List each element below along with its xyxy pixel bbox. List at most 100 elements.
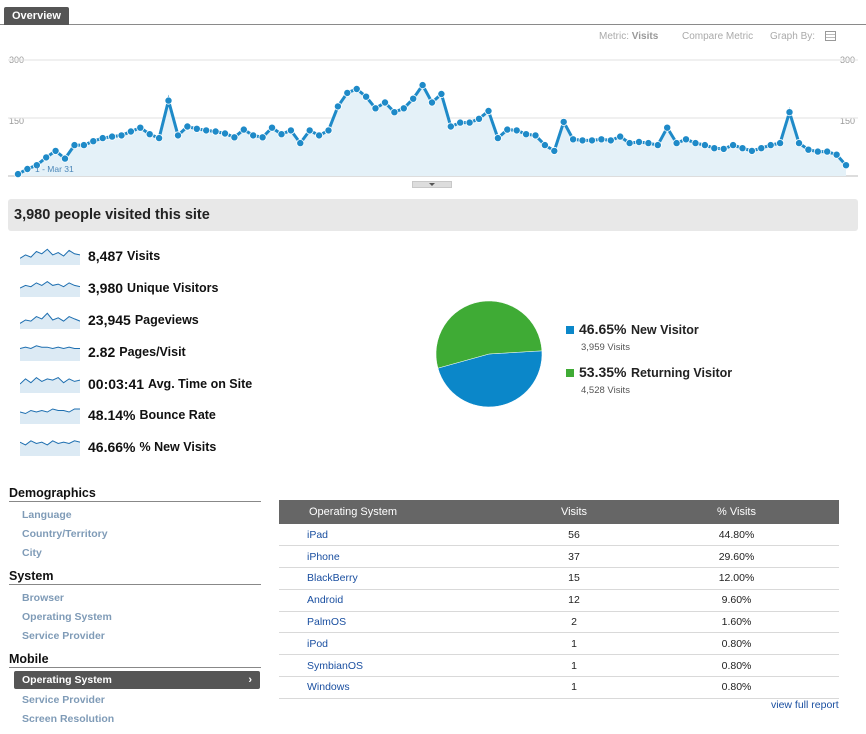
data-point[interactable] bbox=[220, 129, 229, 138]
data-point[interactable] bbox=[540, 141, 549, 150]
data-point[interactable] bbox=[682, 135, 691, 144]
data-point[interactable] bbox=[437, 90, 446, 99]
data-point[interactable] bbox=[635, 138, 644, 147]
data-point[interactable] bbox=[371, 104, 380, 113]
sidebar-item-mobile-operating-system[interactable]: Operating System › bbox=[14, 671, 260, 689]
pie-slice-returning-visitor[interactable] bbox=[435, 300, 543, 369]
data-point[interactable] bbox=[108, 132, 117, 141]
sidebar-link-operating-system[interactable]: Operating System bbox=[22, 611, 112, 623]
compare-metric-button[interactable]: Compare Metric bbox=[682, 31, 754, 42]
data-point[interactable] bbox=[663, 123, 672, 132]
data-point[interactable] bbox=[653, 141, 662, 150]
data-point[interactable] bbox=[230, 133, 239, 142]
data-point[interactable] bbox=[795, 139, 804, 148]
data-point[interactable] bbox=[785, 108, 794, 117]
chart-drawer-toggle[interactable] bbox=[412, 181, 452, 188]
data-point[interactable] bbox=[766, 141, 775, 150]
data-point[interactable] bbox=[409, 94, 418, 103]
data-point[interactable] bbox=[23, 165, 32, 174]
data-point[interactable] bbox=[79, 141, 88, 150]
data-point[interactable] bbox=[493, 134, 502, 143]
data-point[interactable] bbox=[145, 130, 154, 139]
stat-row[interactable]: 3,980 Unique Visitors bbox=[20, 278, 219, 298]
data-point[interactable] bbox=[512, 126, 521, 135]
stat-row[interactable]: 48.14% Bounce Rate bbox=[20, 405, 216, 425]
data-point[interactable] bbox=[465, 118, 474, 127]
data-point[interactable] bbox=[738, 144, 747, 153]
data-point[interactable] bbox=[249, 131, 258, 140]
stat-row[interactable]: 46.66%% New Visits bbox=[20, 437, 216, 457]
column-header-visits[interactable]: Visits bbox=[514, 500, 634, 524]
os-name-link[interactable]: iPhone bbox=[279, 545, 514, 569]
data-point[interactable] bbox=[474, 114, 483, 123]
tab-overview[interactable]: Overview bbox=[4, 7, 69, 25]
data-point[interactable] bbox=[606, 136, 615, 145]
data-point[interactable] bbox=[305, 126, 314, 135]
data-point[interactable] bbox=[559, 117, 568, 126]
data-point[interactable] bbox=[456, 118, 465, 127]
data-point[interactable] bbox=[70, 141, 79, 150]
visits-line-chart[interactable]: 1 - Mar 31 bbox=[8, 55, 858, 179]
data-point[interactable] bbox=[89, 137, 98, 146]
data-point[interactable] bbox=[239, 125, 248, 134]
data-point[interactable] bbox=[691, 139, 700, 148]
data-point[interactable] bbox=[418, 81, 427, 90]
data-point[interactable] bbox=[98, 134, 107, 143]
data-point[interactable] bbox=[183, 122, 192, 131]
data-point[interactable] bbox=[446, 122, 455, 131]
data-point[interactable] bbox=[484, 107, 493, 116]
data-point[interactable] bbox=[588, 136, 597, 145]
stat-row[interactable]: 8,487 Visits bbox=[20, 246, 160, 266]
data-point[interactable] bbox=[700, 141, 709, 150]
data-point[interactable] bbox=[258, 133, 267, 142]
sidebar-link-screen-resolution[interactable]: Screen Resolution bbox=[22, 713, 115, 725]
data-point[interactable] bbox=[202, 126, 211, 135]
data-point[interactable] bbox=[117, 131, 126, 140]
sidebar-link-language[interactable]: Language bbox=[22, 509, 72, 521]
data-point[interactable] bbox=[842, 161, 851, 170]
os-name-link[interactable]: SymbianOS bbox=[279, 654, 514, 678]
sidebar-link-browser[interactable]: Browser bbox=[22, 592, 65, 604]
data-point[interactable] bbox=[399, 104, 408, 113]
data-point[interactable] bbox=[126, 127, 135, 136]
data-point[interactable] bbox=[192, 124, 201, 133]
calendar-icon[interactable] bbox=[825, 31, 836, 41]
stat-row[interactable]: 00:03:41 Avg. Time on Site bbox=[20, 374, 252, 394]
pie-slice-new-visitor[interactable] bbox=[437, 350, 543, 408]
os-name-link[interactable]: Android bbox=[279, 589, 514, 612]
data-point[interactable] bbox=[597, 135, 606, 144]
data-point[interactable] bbox=[719, 144, 728, 153]
data-point[interactable] bbox=[14, 170, 22, 179]
data-point[interactable] bbox=[427, 98, 436, 107]
data-point[interactable] bbox=[315, 131, 324, 140]
data-point[interactable] bbox=[42, 153, 51, 162]
data-point[interactable] bbox=[390, 108, 399, 117]
data-point[interactable] bbox=[211, 127, 220, 136]
data-point[interactable] bbox=[324, 126, 333, 135]
sidebar-link-service-provider[interactable]: Service Provider bbox=[22, 630, 105, 642]
data-point[interactable] bbox=[333, 102, 342, 111]
data-point[interactable] bbox=[578, 136, 587, 145]
metric-selector[interactable]: Metric: Visits bbox=[599, 31, 658, 42]
data-point[interactable] bbox=[267, 123, 276, 132]
sidebar-link-city[interactable]: City bbox=[22, 547, 42, 559]
os-name-link[interactable]: BlackBerry bbox=[279, 567, 514, 590]
os-name-link[interactable]: Windows bbox=[279, 676, 514, 699]
sidebar-link-country-territory[interactable]: Country/Territory bbox=[22, 528, 108, 540]
data-point[interactable] bbox=[804, 145, 813, 154]
column-header-os[interactable]: Operating System bbox=[279, 500, 514, 524]
stat-row[interactable]: 2.82 Pages/Visit bbox=[20, 342, 186, 362]
data-point[interactable] bbox=[286, 126, 295, 135]
data-point[interactable] bbox=[776, 139, 785, 148]
data-point[interactable] bbox=[757, 144, 766, 153]
data-point[interactable] bbox=[813, 147, 822, 156]
stat-row[interactable]: 23,945 Pageviews bbox=[20, 310, 199, 330]
data-point[interactable] bbox=[522, 130, 531, 139]
data-point[interactable] bbox=[832, 150, 841, 159]
os-name-link[interactable]: iPad bbox=[279, 524, 514, 547]
data-point[interactable] bbox=[823, 147, 832, 156]
data-point[interactable] bbox=[32, 161, 41, 170]
data-point[interactable] bbox=[550, 146, 559, 155]
view-full-report-link[interactable]: view full report bbox=[771, 699, 839, 711]
data-point[interactable] bbox=[729, 141, 738, 150]
